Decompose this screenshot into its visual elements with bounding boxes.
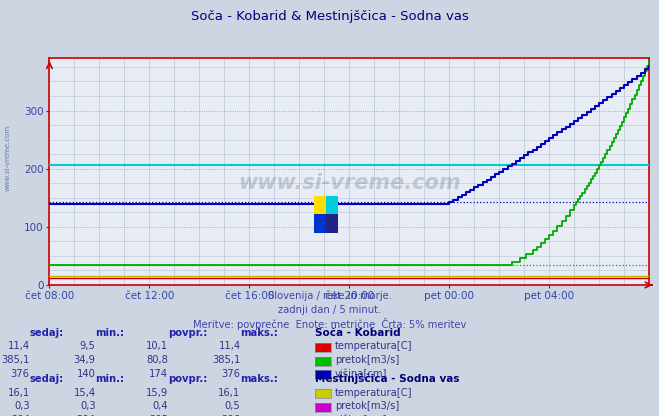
Text: Soča - Kobarid & Mestinjščica - Sodna vas: Soča - Kobarid & Mestinjščica - Sodna va…: [190, 10, 469, 23]
Text: 385,1: 385,1: [212, 355, 241, 365]
Text: 0,3: 0,3: [14, 401, 30, 411]
Text: 204: 204: [11, 415, 30, 416]
Text: 376: 376: [11, 369, 30, 379]
Text: 15,4: 15,4: [73, 388, 96, 398]
Text: 385,1: 385,1: [1, 355, 30, 365]
Text: višina[cm]: višina[cm]: [335, 369, 387, 379]
Text: 140: 140: [76, 369, 96, 379]
Text: 204: 204: [76, 415, 96, 416]
Text: 9,5: 9,5: [80, 342, 96, 352]
Text: 80,8: 80,8: [146, 355, 168, 365]
Text: www.si-vreme.com: www.si-vreme.com: [238, 173, 461, 193]
Text: pretok[m3/s]: pretok[m3/s]: [335, 401, 399, 411]
Text: 0,5: 0,5: [225, 401, 241, 411]
Text: www.si-vreme.com: www.si-vreme.com: [5, 125, 11, 191]
Text: min.:: min.:: [96, 328, 125, 338]
Text: zadnji dan / 5 minut.: zadnji dan / 5 minut.: [278, 305, 381, 314]
Text: maks.:: maks.:: [241, 328, 278, 338]
Text: 0,3: 0,3: [80, 401, 96, 411]
Text: 206: 206: [221, 415, 241, 416]
Text: Mestinjščica - Sodna vas: Mestinjščica - Sodna vas: [315, 374, 459, 384]
Bar: [314, 214, 326, 233]
Bar: [326, 214, 338, 233]
Text: 16,1: 16,1: [218, 388, 241, 398]
Text: 10,1: 10,1: [146, 342, 168, 352]
Text: temperatura[C]: temperatura[C]: [335, 342, 413, 352]
Text: 205: 205: [149, 415, 168, 416]
Text: 16,1: 16,1: [7, 388, 30, 398]
Text: povpr.:: povpr.:: [168, 374, 208, 384]
Bar: [326, 196, 338, 214]
Text: temperatura[C]: temperatura[C]: [335, 388, 413, 398]
Text: pretok[m3/s]: pretok[m3/s]: [335, 355, 399, 365]
Text: Meritve: povprečne  Enote: metrične  Črta: 5% meritev: Meritve: povprečne Enote: metrične Črta:…: [193, 318, 466, 330]
Text: min.:: min.:: [96, 374, 125, 384]
Text: Soča - Kobarid: Soča - Kobarid: [315, 328, 401, 338]
Text: višina[cm]: višina[cm]: [335, 415, 387, 416]
Text: 11,4: 11,4: [7, 342, 30, 352]
Text: 174: 174: [149, 369, 168, 379]
Text: 15,9: 15,9: [146, 388, 168, 398]
Text: maks.:: maks.:: [241, 374, 278, 384]
Text: Slovenija / reke in morje.: Slovenija / reke in morje.: [268, 291, 391, 301]
Text: 376: 376: [221, 369, 241, 379]
Text: 0,4: 0,4: [152, 401, 168, 411]
Bar: [314, 196, 326, 214]
Text: sedaj:: sedaj:: [30, 374, 64, 384]
Text: sedaj:: sedaj:: [30, 328, 64, 338]
Text: 34,9: 34,9: [74, 355, 96, 365]
Text: povpr.:: povpr.:: [168, 328, 208, 338]
Text: 11,4: 11,4: [218, 342, 241, 352]
